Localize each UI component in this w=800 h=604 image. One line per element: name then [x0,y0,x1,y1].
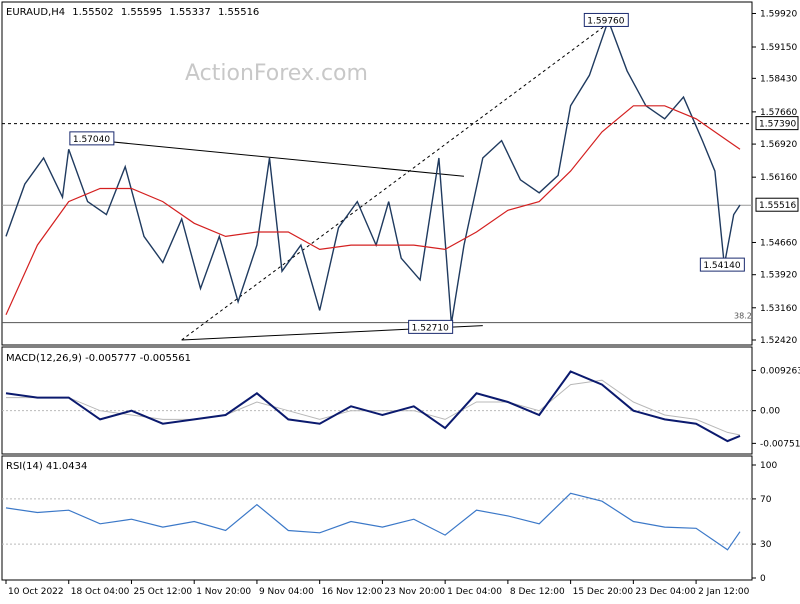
x-tick-label: 15 Dec 20:00 [573,587,634,597]
x-tick-label: 23 Dec 04:00 [635,587,696,597]
symbol-text: EURAUD,H4 [6,7,65,18]
price-callout-box [408,319,454,334]
x-tick-label: 1 Nov 20:00 [196,587,251,597]
price-tick-label: 1.59920 [760,9,797,19]
price-callout-box [69,131,115,146]
macd-label: MACD(12,26,9) -0.005777 -0.005561 [6,353,191,364]
macd-signal-line [6,379,741,436]
macd-tick-label: -0.007517 [760,439,800,449]
axis-level-box [755,197,799,212]
symbol-label: EURAUD,H4 1.55502 1.55595 1.55337 1.5551… [6,7,259,18]
upper-trendline [81,138,465,177]
moving-average-line [5,105,741,315]
axis-layer: 1.59920 1.59150 1.58430 1.57660 1.56920 1.561… [5,9,800,597]
high-text: 1.55595 [121,7,162,18]
price-callout-box [699,257,745,272]
price-callout-label: 1.57040 [73,135,110,145]
price-tick-label: 1.52420 [760,336,797,346]
x-tick-label: 2 Jan 12:00 [698,587,750,597]
x-tick-label: 8 Dec 12:00 [510,587,565,597]
price-tick-label: 1.59150 [760,43,797,53]
axis-level-label: 1.57390 [759,120,796,130]
price-tick-label: 1.56160 [760,173,797,183]
price-layer: 38.2 1.59760 1.57040 1.52710 1.54140 [2,12,752,341]
x-tick-label: 10 Oct 2022 [8,587,64,597]
x-tick-label: 16 Nov 12:00 [322,587,383,597]
watermark: ActionForex.com [185,61,368,86]
price-tick-label: 1.58430 [760,74,797,84]
rsi-tick-label: 0 [760,574,766,584]
x-tick-label: 18 Oct 04:00 [71,587,130,597]
rsi-tick-label: 30 [760,540,772,550]
x-tick-label: 23 Nov 20:00 [384,587,445,597]
rsi-label: RSI(14) 41.0434 [6,461,87,472]
price-tick-label: 1.53920 [760,271,797,281]
x-tick-label: 25 Oct 12:00 [133,587,192,597]
macd-layer [2,370,752,443]
macd-tick-label: 0.009263 [760,366,800,376]
macd-line [5,370,741,443]
open-text: 1.55502 [72,7,113,18]
x-tick-label: 1 Dec 04:00 [447,587,502,597]
rsi-tick-label: 70 [760,495,772,505]
price-panel-frame [1,1,753,346]
low-text: 1.55337 [169,7,210,18]
price-callout-box [583,12,629,27]
price-series-line [5,18,741,324]
axis-level-label: 1.55516 [759,201,796,211]
macd-tick-label: 0.00 [760,407,780,417]
price-callout-label: 1.54140 [703,261,740,271]
price-callout-label: 1.52710 [412,323,449,333]
fib-level-label: 38.2 [734,312,752,321]
rsi-layer [2,492,752,551]
price-callout-label: 1.59760 [587,16,624,26]
price-tick-label: 1.53160 [760,304,797,314]
rsi-line [5,492,741,551]
rsi-panel-frame [1,455,753,581]
price-tick-label: 1.54660 [760,238,797,248]
macd-panel-frame [1,346,753,455]
x-tick-label: 9 Nov 04:00 [259,587,314,597]
axis-level-box [755,116,799,131]
price-tick-label: 1.56920 [760,140,797,150]
rsi-tick-label: 100 [760,461,777,471]
price-tick-label: 1.57660 [760,108,797,118]
close-text: 1.55516 [218,7,259,18]
